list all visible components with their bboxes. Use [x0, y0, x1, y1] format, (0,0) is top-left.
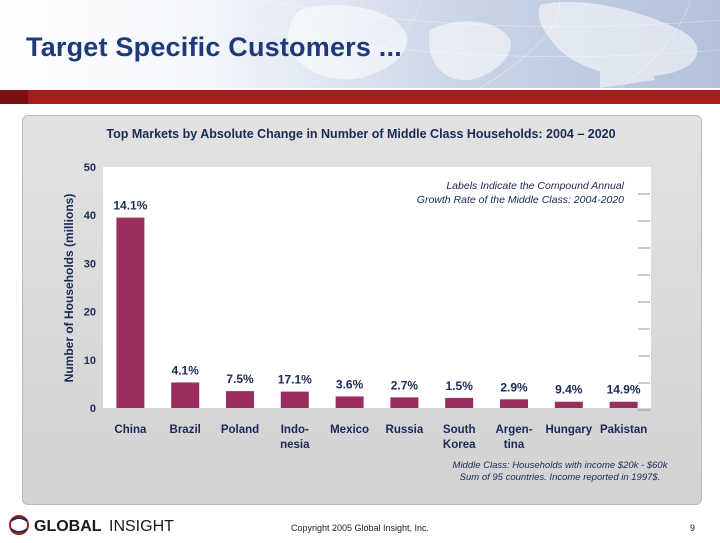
category-label: Pakistan — [600, 424, 647, 436]
bar — [500, 399, 528, 408]
category-label: Hungary — [545, 424, 592, 436]
category-label: Russia — [386, 424, 424, 436]
data-labels: 14.1% 4.1% 7.5% 17.1% 3.6% 2.7% 1.5% 2.9% 9.4% 14… — [113, 199, 641, 397]
chart-title: Top Markets by Absolute Change in Number… — [106, 127, 616, 141]
bar — [445, 397, 474, 408]
bars — [116, 217, 638, 408]
bar — [226, 391, 254, 408]
bar — [554, 401, 583, 408]
bar — [390, 397, 419, 408]
data-label: 9.4% — [555, 383, 583, 397]
red-band-accent — [0, 90, 28, 104]
category-label: tina — [504, 439, 525, 451]
category-label: Indo- — [281, 424, 309, 436]
data-label: 14.9% — [607, 383, 641, 397]
data-label: 2.9% — [500, 380, 528, 394]
bar — [116, 217, 145, 408]
y-tick-label: 50 — [84, 162, 96, 174]
category-label: Poland — [221, 424, 259, 436]
footnote-middle-class: Middle Class: Households with income $20… — [452, 460, 668, 471]
data-label: 3.6% — [336, 377, 364, 391]
y-axis-title: Number of Households (millions) — [62, 194, 76, 383]
logo-text-insight: INSIGHT — [109, 518, 174, 535]
y-tick-label: 40 — [84, 210, 96, 222]
y-tick-label: 30 — [84, 258, 96, 270]
data-label: 4.1% — [172, 363, 200, 377]
annotation-line-1: Labels Indicate the Compound Annual — [446, 180, 624, 192]
page-number: 9 — [690, 523, 696, 533]
y-axis: 0 10 20 30 40 50 — [84, 162, 96, 415]
world-map-watermark — [259, 0, 720, 88]
bar — [280, 391, 309, 408]
data-label: 7.5% — [226, 372, 254, 386]
category-label: Korea — [443, 439, 476, 451]
footnote-sum: Sum of 95 countries. Income reported in … — [459, 472, 661, 483]
bar — [609, 401, 638, 408]
logo-text-global: GLOBAL — [34, 518, 102, 535]
category-label: Brazil — [170, 424, 201, 436]
category-label: Argen- — [495, 424, 532, 436]
copyright: Copyright 2005 Global Insight, Inc. — [290, 523, 430, 533]
slide-title: Target Specific Customers ... — [26, 32, 402, 62]
category-labels: China Brazil Poland Indo-nesia Mexico Russia S… — [114, 424, 647, 451]
category-label: South — [443, 424, 476, 436]
annotation-line-2: Growth Rate of the Middle Class: 2004-20… — [417, 194, 624, 206]
data-label: 14.1% — [113, 199, 147, 213]
data-label: 17.1% — [278, 373, 312, 387]
data-label: 1.5% — [446, 379, 474, 393]
category-label: Mexico — [330, 424, 369, 436]
logo-swirl-icon — [9, 515, 29, 535]
bar — [335, 396, 364, 408]
y-tick-label: 20 — [84, 307, 96, 319]
category-label: nesia — [280, 439, 310, 451]
global-insight-logo: GLOBAL INSIGHT — [6, 512, 186, 543]
data-label: 2.7% — [391, 378, 419, 392]
right-tick-marks — [638, 193, 650, 411]
header-banner: Target Specific Customers ... — [0, 0, 720, 88]
bar — [171, 382, 200, 408]
y-tick-label: 0 — [90, 403, 96, 415]
y-tick-label: 10 — [84, 355, 96, 367]
plot-area — [103, 167, 651, 408]
category-label: China — [114, 424, 147, 436]
red-band — [0, 90, 720, 104]
